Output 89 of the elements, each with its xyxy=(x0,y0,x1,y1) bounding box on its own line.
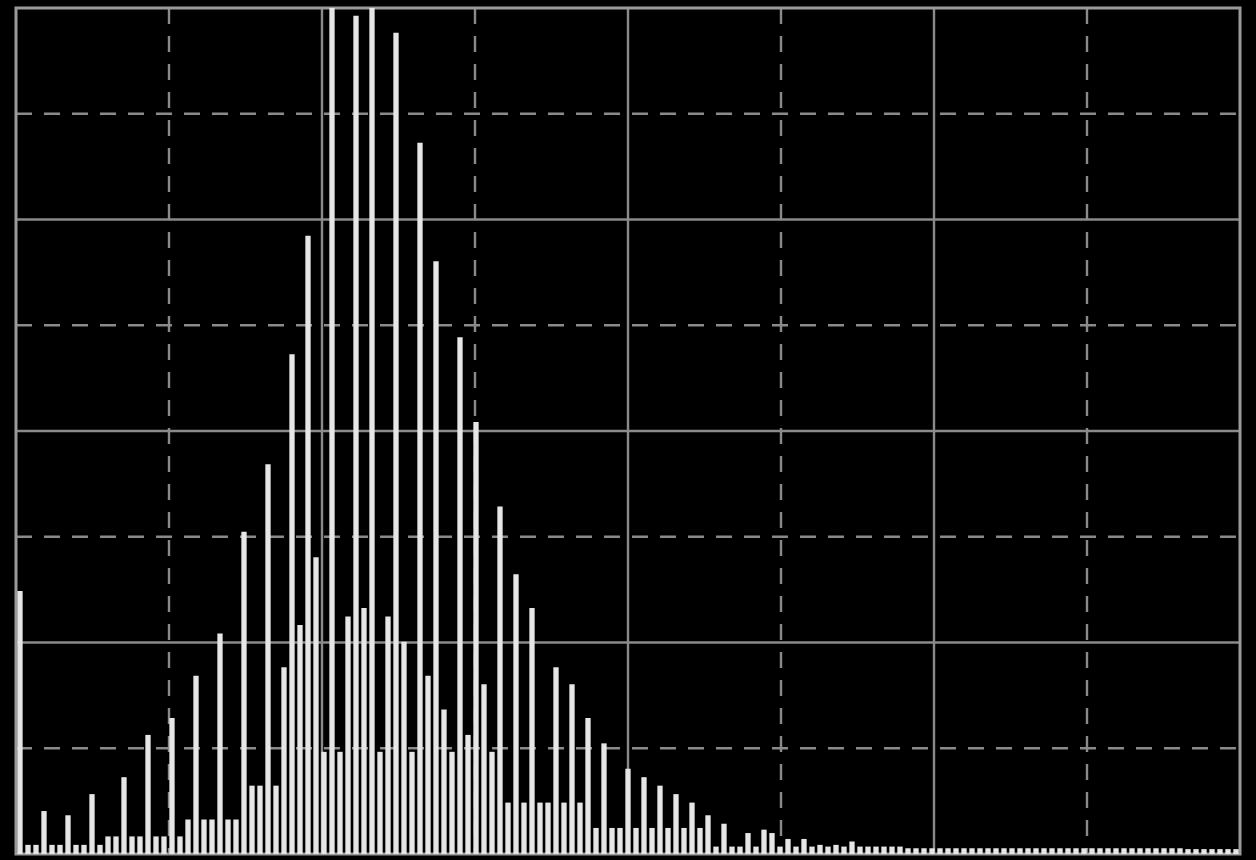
bar xyxy=(513,574,519,854)
bar xyxy=(1129,848,1135,854)
bar xyxy=(1089,848,1095,854)
bar xyxy=(569,684,575,854)
bar xyxy=(1057,848,1063,854)
bar xyxy=(1113,848,1119,854)
bar xyxy=(169,717,175,854)
bar xyxy=(1017,848,1023,854)
bar xyxy=(305,235,311,854)
bar xyxy=(689,802,695,854)
bar xyxy=(585,717,591,854)
bar xyxy=(801,838,807,854)
bar xyxy=(41,811,47,854)
bar xyxy=(1177,848,1183,854)
bar xyxy=(89,794,95,854)
bar xyxy=(1105,848,1111,854)
bar xyxy=(1001,848,1007,854)
bar xyxy=(761,829,767,854)
bar xyxy=(969,848,975,854)
bar xyxy=(833,844,839,854)
bar xyxy=(1073,848,1079,854)
bar xyxy=(1065,848,1071,854)
bar xyxy=(841,846,847,854)
bar xyxy=(641,777,647,854)
bar xyxy=(65,815,71,854)
bar xyxy=(1033,848,1039,854)
bar xyxy=(993,848,999,854)
bar xyxy=(329,8,335,854)
bar xyxy=(457,337,463,854)
bar xyxy=(977,848,983,854)
bar xyxy=(889,846,895,854)
bar xyxy=(433,261,439,854)
bar xyxy=(897,846,903,854)
bar xyxy=(1025,848,1031,854)
bar xyxy=(865,846,871,854)
bar xyxy=(105,836,111,854)
bar xyxy=(825,846,831,854)
bar xyxy=(953,848,959,854)
bar xyxy=(793,846,799,854)
bar xyxy=(1153,848,1159,854)
bar xyxy=(393,32,399,854)
bar xyxy=(921,848,927,854)
bar xyxy=(849,841,855,854)
bar xyxy=(369,8,375,854)
bar xyxy=(217,633,223,854)
bar xyxy=(905,848,911,854)
bar xyxy=(145,734,151,854)
bar xyxy=(1097,848,1103,854)
bar xyxy=(1121,848,1127,854)
bar xyxy=(657,785,663,854)
bar xyxy=(241,531,247,854)
bar xyxy=(809,846,815,854)
bar xyxy=(881,846,887,854)
bar xyxy=(1169,848,1175,854)
bar xyxy=(873,846,879,854)
bar xyxy=(1041,848,1047,854)
bar xyxy=(1145,848,1151,854)
bar xyxy=(529,608,535,854)
bar xyxy=(785,838,791,854)
bar xyxy=(553,667,559,854)
bar xyxy=(961,848,967,854)
bar xyxy=(473,421,479,854)
bar xyxy=(1081,848,1087,854)
bar xyxy=(1049,848,1055,854)
bar xyxy=(1009,848,1015,854)
bar xyxy=(705,815,711,854)
bar xyxy=(1137,848,1143,854)
bar xyxy=(353,15,359,854)
bar xyxy=(937,848,943,854)
bar xyxy=(857,846,863,854)
bar xyxy=(913,848,919,854)
bar xyxy=(945,848,951,854)
bar xyxy=(1161,848,1167,854)
bar xyxy=(769,833,775,854)
bar xyxy=(745,833,751,854)
bar xyxy=(497,506,503,854)
bar xyxy=(417,142,423,854)
bar xyxy=(289,354,295,854)
bar xyxy=(17,591,23,854)
bar xyxy=(265,464,271,854)
bar xyxy=(721,823,727,854)
bar xyxy=(121,777,127,854)
bar xyxy=(985,848,991,854)
bar xyxy=(601,743,607,854)
bar xyxy=(193,675,199,854)
bar xyxy=(673,794,679,854)
bar xyxy=(929,848,935,854)
bar xyxy=(625,768,631,854)
bar xyxy=(817,844,823,854)
